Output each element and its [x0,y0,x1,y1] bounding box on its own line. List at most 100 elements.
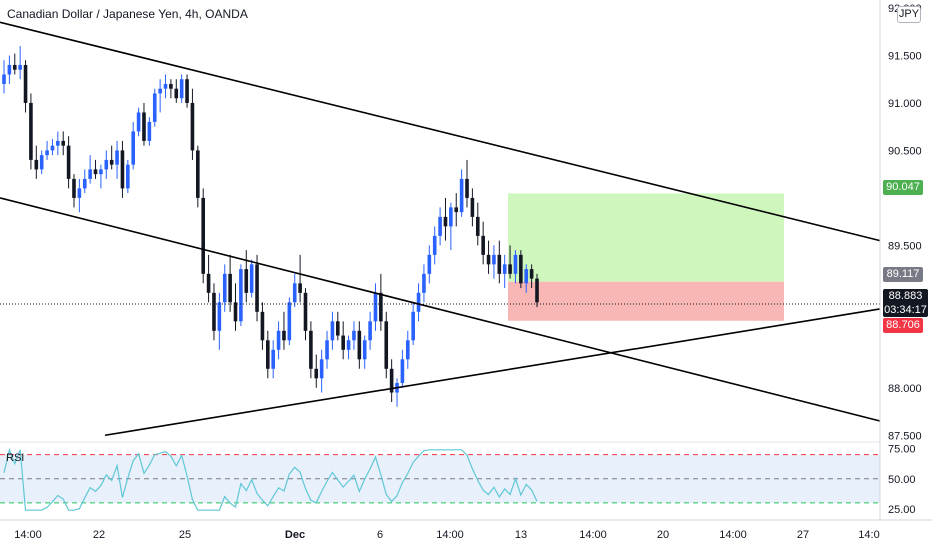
candle-body [23,64,28,103]
candle-body [206,273,211,293]
candle-body [12,64,17,70]
candle-body [443,216,448,227]
candle-body [18,64,22,70]
candle-body [282,330,286,341]
price-axis: 92.00091.50091.00090.50089.50088.00087.5… [0,0,932,521]
trendline [104,308,881,437]
candle-body [271,349,275,369]
candle-body [104,159,109,170]
x-tick-label: 22 [93,529,105,541]
x-tick-label: 25 [179,529,191,541]
candle-body [120,150,125,189]
candle-body [147,121,152,141]
rsi-line [3,447,538,511]
rsi-tick-label: 25.00 [888,504,916,516]
candle-body [346,340,351,350]
candle-body [298,283,302,293]
candle-body [152,93,157,122]
rsi-tick-label: 50.00 [888,474,916,486]
candle-body [341,335,345,350]
trendline [0,197,881,422]
long-position-tool [508,193,784,321]
candle-body [400,359,405,384]
candle-body [88,169,92,179]
candle-body [29,102,33,160]
candlestick-series [0,45,880,407]
candle-body [481,235,485,255]
candle-body [72,178,76,198]
candle-body [475,216,480,236]
candle-body [389,368,394,393]
time-axis: 14:00 22 25 Dec 6 14:00 13 14:00 20 14:00 27 14:0 [14,529,879,541]
candle-body [325,340,329,360]
candle-body [416,292,421,312]
candle-body [309,330,313,369]
rsi-label: RSI [6,452,25,464]
candle-body [174,88,179,99]
x-tick-label: 20 [657,529,669,541]
candle-body [276,330,281,350]
candle-body [368,321,372,341]
candle-body [169,83,173,89]
candle-body [228,273,232,303]
candle-body [330,321,335,341]
candle-body [449,207,453,227]
candle-body [163,83,168,89]
take-profit-price-tag: 90.047 [883,180,923,195]
candle-body [196,150,200,198]
candle-body [486,254,491,265]
entry-price-tag: 89.117 [883,267,923,282]
loss-zone [508,281,784,321]
candle-body [260,311,265,341]
candle-body [244,269,249,293]
candle-body [126,164,130,189]
candle-body [239,269,243,322]
candle-body [519,254,523,284]
y-tick-label: 87.500 [888,430,922,442]
candle-body [384,321,389,369]
candle-body [233,302,238,322]
y-tick-label: 89.500 [888,240,922,252]
candle-body [212,292,216,331]
candle-body [357,330,362,360]
candle-body [524,269,529,284]
candle-body [513,254,518,274]
candle-body [66,145,71,179]
chart-title: Canadian Dollar / Japanese Yen, 4h, OAND… [7,7,248,21]
candle-body [142,112,146,141]
trendlines [0,21,881,437]
candle-body [422,273,426,293]
candle-body [34,159,39,170]
candle-body [470,197,475,217]
candle-body [266,340,270,369]
candle-body [255,264,259,312]
x-tick-label: 14:00 [579,529,607,541]
candle-body [201,197,206,274]
candle-body [438,216,442,236]
candle-body [373,292,378,322]
candle-body [179,79,184,99]
rsi-pane: 75.00 50.00 25.00 [0,444,916,516]
candle-body [93,169,98,175]
candle-body [39,155,44,170]
candle-body [82,178,87,189]
x-tick-label: 14:00 [719,529,747,541]
candle-body [335,321,340,336]
stop-loss-price-tag: 88.706 [883,318,923,333]
y-tick-label: 88.000 [888,383,922,395]
candle-body [362,340,367,360]
current-price: 88.883 [888,290,923,302]
candle-body [136,112,141,132]
currency-badge[interactable]: JPY [897,6,921,23]
candle-body [432,235,437,255]
candle-body [56,140,60,146]
candle-body [292,283,297,303]
candle-body [77,188,82,198]
candle-body [427,254,432,274]
bar-countdown: 03:34:17 [884,304,927,316]
candle-body [109,159,114,165]
x-tick-label: 14:0 [858,529,879,541]
current-price-tag: 88.883 03:34:17 [883,289,928,317]
candle-body [158,88,162,94]
